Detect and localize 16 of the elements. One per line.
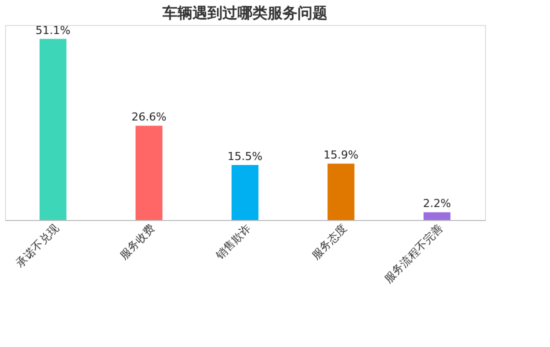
data-label: 26.6% — [132, 110, 166, 124]
chart-title: 车辆遇到过哪类服务问题 — [162, 4, 328, 22]
data-label: 2.2% — [423, 197, 451, 210]
data-label: 51.1% — [36, 24, 70, 37]
bar — [232, 165, 258, 220]
bar — [424, 212, 450, 220]
data-label: 15.5% — [228, 150, 262, 164]
x-tick-label: 服务收费 — [117, 222, 158, 262]
x-tick-label: 销售欺诈 — [212, 222, 254, 263]
bar — [328, 164, 354, 220]
bar — [136, 126, 162, 220]
x-tick-label: 服务态度 — [309, 222, 350, 262]
x-tick-label: 服务流程不完善 — [382, 222, 446, 286]
x-tick-label: 承诺不兑现 — [13, 222, 62, 270]
bar — [40, 38, 66, 220]
data-label: 15.9% — [324, 148, 358, 162]
